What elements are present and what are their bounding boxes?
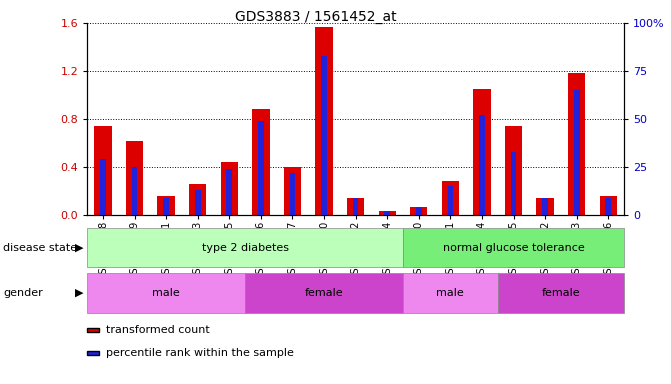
- Bar: [403, 273, 498, 313]
- Bar: [574, 90, 580, 215]
- Bar: [189, 184, 207, 215]
- Bar: [473, 89, 491, 215]
- Bar: [353, 198, 358, 215]
- Text: type 2 diabetes: type 2 diabetes: [201, 243, 289, 253]
- Bar: [505, 126, 522, 215]
- Bar: [378, 212, 396, 215]
- Bar: [403, 228, 624, 267]
- Bar: [384, 211, 390, 215]
- Bar: [498, 273, 624, 313]
- Bar: [227, 169, 232, 215]
- Bar: [479, 115, 484, 215]
- Bar: [290, 173, 295, 215]
- Text: female: female: [305, 288, 344, 298]
- Text: ▶: ▶: [75, 288, 83, 298]
- Bar: [221, 162, 238, 215]
- Bar: [258, 121, 264, 215]
- Bar: [163, 198, 169, 215]
- Bar: [126, 141, 144, 215]
- Bar: [410, 207, 427, 215]
- Text: transformed count: transformed count: [106, 325, 210, 335]
- Text: female: female: [541, 288, 580, 298]
- Bar: [95, 126, 111, 215]
- Bar: [321, 56, 327, 215]
- Bar: [448, 186, 453, 215]
- Text: male: male: [152, 288, 180, 298]
- Text: GDS3883 / 1561452_at: GDS3883 / 1561452_at: [235, 10, 396, 23]
- Bar: [568, 73, 585, 215]
- Bar: [87, 273, 245, 313]
- Bar: [284, 167, 301, 215]
- Bar: [245, 273, 403, 313]
- Bar: [536, 198, 554, 215]
- Bar: [158, 196, 175, 215]
- Bar: [87, 228, 403, 267]
- Bar: [442, 182, 459, 215]
- Bar: [542, 198, 548, 215]
- Text: disease state: disease state: [3, 243, 77, 253]
- Text: gender: gender: [3, 288, 43, 298]
- Text: male: male: [436, 288, 464, 298]
- Bar: [416, 207, 421, 215]
- Bar: [100, 159, 106, 215]
- Bar: [132, 167, 138, 215]
- Text: normal glucose tolerance: normal glucose tolerance: [443, 243, 584, 253]
- Bar: [252, 109, 270, 215]
- Text: ▶: ▶: [75, 243, 83, 253]
- Text: percentile rank within the sample: percentile rank within the sample: [106, 348, 294, 358]
- Bar: [600, 196, 617, 215]
- Bar: [347, 198, 364, 215]
- Bar: [605, 198, 611, 215]
- Bar: [315, 26, 333, 215]
- Bar: [511, 152, 517, 215]
- Bar: [195, 190, 201, 215]
